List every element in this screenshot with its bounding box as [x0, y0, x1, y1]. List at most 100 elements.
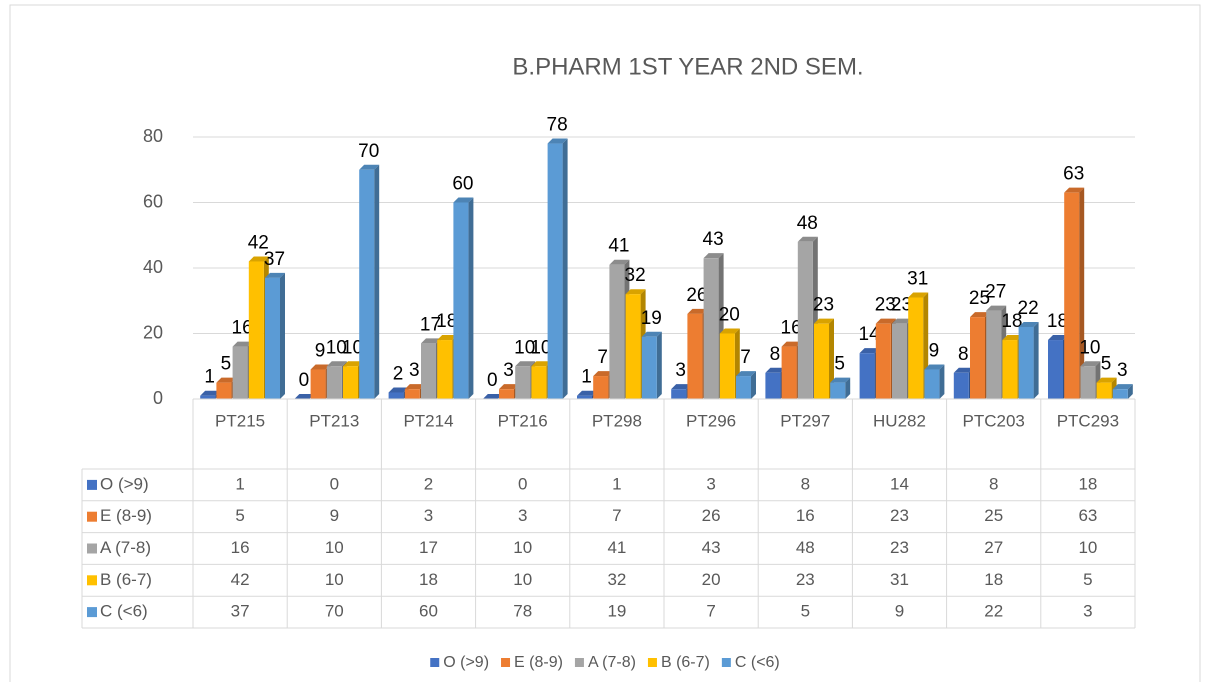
table-cell: 3: [424, 506, 433, 525]
bar-top: [326, 361, 347, 367]
bar: [1080, 366, 1096, 399]
data-label: 23: [813, 295, 834, 316]
table-cell: 0: [518, 474, 527, 493]
bar: [797, 241, 813, 399]
bar: [765, 372, 781, 399]
bar: [359, 169, 375, 399]
data-label: 5: [1101, 354, 1112, 375]
data-label: 10: [1079, 337, 1100, 358]
data-label: 16: [232, 318, 253, 339]
bar: [687, 313, 703, 399]
table-legend-key: [87, 543, 97, 554]
bar-top: [1064, 187, 1085, 193]
chart-title: B.PHARM 1ST YEAR 2ND SEM.: [512, 53, 863, 80]
bar: [609, 264, 625, 399]
bar-top: [875, 318, 896, 324]
x-tick-label: PTC203: [963, 411, 1025, 430]
bar: [830, 382, 846, 399]
bar-top: [970, 312, 990, 318]
table-cell: 3: [706, 474, 715, 493]
data-label: 9: [315, 341, 326, 362]
bar: [593, 376, 609, 399]
table-cell: 10: [1078, 538, 1097, 557]
bar: [310, 369, 326, 399]
bar: [326, 366, 342, 399]
table-cell: 17: [419, 538, 438, 557]
bar-top: [1002, 335, 1023, 341]
bar-top: [797, 236, 818, 242]
legend-label: C (<6): [735, 654, 780, 671]
table-cell: 5: [235, 506, 244, 525]
x-tick-label: PT216: [498, 411, 548, 430]
table-cell: 41: [607, 538, 626, 557]
table-legend-label: B (6-7): [100, 570, 152, 589]
legend-key: [501, 658, 511, 667]
bar: [248, 261, 264, 399]
bar-top: [388, 387, 409, 393]
bar-top: [1080, 361, 1101, 367]
bar-side: [751, 371, 756, 399]
bar: [577, 395, 592, 399]
x-tick-label: PTC293: [1057, 411, 1119, 430]
data-label: 10: [530, 337, 551, 358]
table-cell: 8: [801, 474, 810, 493]
data-label: 1: [204, 367, 215, 388]
x-tick-label: HU282: [873, 411, 926, 430]
table-cell: 18: [419, 570, 438, 589]
bar-top: [248, 256, 269, 262]
table-cell: 10: [325, 538, 344, 557]
data-label: 63: [1063, 164, 1084, 185]
data-label: 10: [514, 337, 535, 358]
data-label: 5: [834, 354, 845, 375]
data-label: 19: [641, 308, 662, 329]
data-label: 10: [342, 337, 363, 358]
bar-top: [641, 331, 662, 337]
bar: [859, 353, 875, 399]
data-label: 8: [770, 344, 781, 365]
bar-side: [845, 377, 851, 399]
table-cell: 10: [513, 538, 532, 557]
table-cell: 78: [513, 602, 532, 621]
bar-top: [953, 367, 974, 373]
data-label: 0: [299, 370, 310, 391]
legend-key: [721, 658, 731, 667]
bar: [216, 382, 232, 399]
bar-top: [265, 272, 285, 278]
bar-top: [593, 371, 614, 377]
x-tick-label: PT213: [309, 411, 359, 430]
legend-key: [647, 658, 657, 667]
legend-label: B (6-7): [661, 654, 710, 671]
data-label: 10: [326, 337, 347, 358]
bar: [1112, 389, 1128, 399]
bar: [1002, 340, 1018, 399]
bar-side: [280, 272, 285, 399]
bar-top: [625, 289, 646, 295]
data-label: 1: [581, 367, 592, 388]
bar: [703, 258, 719, 399]
data-label: 18: [1047, 311, 1068, 332]
y-tick-label: 40: [143, 257, 163, 277]
bar-side: [656, 331, 662, 399]
bar-top: [736, 371, 756, 377]
bar: [924, 369, 940, 399]
table-cell: 42: [231, 570, 250, 589]
bar: [719, 333, 735, 399]
bar-top: [404, 384, 425, 390]
data-label: 3: [503, 360, 514, 381]
bar: [1048, 340, 1063, 399]
table-cell: 70: [325, 602, 344, 621]
y-tick-label: 20: [143, 322, 163, 342]
bar: [1096, 382, 1112, 399]
data-label: 7: [597, 347, 608, 368]
bar-top: [421, 338, 441, 344]
data-label: 60: [452, 174, 473, 195]
data-label: 70: [358, 141, 379, 162]
bar-top: [547, 138, 568, 144]
data-label: 18: [1001, 311, 1022, 332]
bar: [641, 336, 657, 399]
table-cell: 48: [796, 538, 815, 557]
table-cell: 63: [1078, 506, 1097, 525]
bar: [1018, 326, 1034, 399]
data-label: 17: [420, 314, 441, 335]
